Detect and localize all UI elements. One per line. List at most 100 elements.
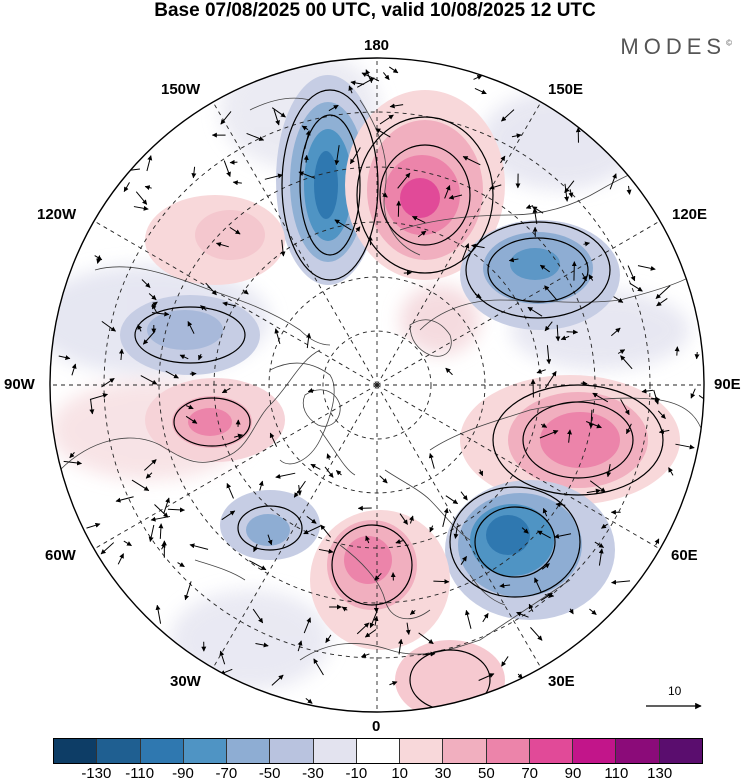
east-siberia-low xyxy=(460,220,620,330)
wind-arrow xyxy=(620,399,630,416)
wind-arrow xyxy=(553,533,572,539)
wind-arrow xyxy=(258,480,264,491)
wind-arrow xyxy=(205,282,217,296)
wind-arrow xyxy=(581,273,587,282)
wind-arrow xyxy=(531,206,544,214)
wind-arrow xyxy=(411,215,426,224)
colorbar-swatch xyxy=(616,739,660,763)
wind-arrow xyxy=(297,640,303,652)
wind-arrow xyxy=(221,387,231,394)
wind-arrow xyxy=(395,539,403,544)
colorbar-tick-label: 110 xyxy=(604,765,629,782)
wind-arrow xyxy=(365,535,370,544)
wind-arrow xyxy=(187,321,195,334)
wind-arrow xyxy=(461,243,470,260)
wind-arrow xyxy=(445,495,459,505)
wind-arrow xyxy=(568,189,574,198)
wind-arrow xyxy=(528,603,534,612)
coastlines xyxy=(59,97,704,661)
wind-arrow xyxy=(320,524,332,538)
colorbar-tick-label: 90 xyxy=(564,765,582,782)
wind-arrow xyxy=(222,301,237,307)
wind-arrow xyxy=(101,320,116,332)
wind-arrow xyxy=(474,293,482,299)
colorbar-swatch xyxy=(573,739,617,763)
wind-arrow xyxy=(253,543,258,553)
wind-arrow xyxy=(167,507,185,513)
wind-arrow xyxy=(200,305,207,311)
wind-arrow xyxy=(674,346,680,356)
wind-arrow xyxy=(232,180,242,186)
wind-arrow xyxy=(429,525,435,533)
wind-arrow xyxy=(606,464,612,478)
wind-arrow xyxy=(303,525,321,535)
wind-arrow xyxy=(530,627,543,641)
wind-arrow xyxy=(478,469,484,477)
wind-arrow xyxy=(555,502,566,508)
wind-arrow xyxy=(179,354,189,360)
wind-arrow xyxy=(275,472,296,479)
wind-arrow xyxy=(657,410,666,419)
lon-label-0: 0 xyxy=(372,718,381,735)
wind-arrow xyxy=(539,264,550,273)
wind-arrow xyxy=(177,562,185,568)
wind-arrow xyxy=(592,392,609,403)
wind-arrows xyxy=(58,66,704,704)
wind-arrow xyxy=(221,510,236,521)
wind-arrow xyxy=(89,399,95,415)
wind-arrow xyxy=(303,154,309,163)
wind-arrow xyxy=(448,194,463,200)
wind-arrow xyxy=(165,370,179,379)
wind-arrow xyxy=(267,534,273,546)
colorbar-tick-label: -90 xyxy=(172,765,194,782)
colorbar-swatch xyxy=(486,739,530,763)
wind-arrow xyxy=(123,540,132,547)
colorbar-swatch xyxy=(400,739,444,763)
wind-arrow xyxy=(534,577,542,593)
lon-label-150w: 150W xyxy=(161,81,201,98)
wind-arrow xyxy=(328,104,339,112)
wind-arrow xyxy=(140,375,158,385)
wind-arrow xyxy=(601,523,608,529)
wind-arrow xyxy=(620,355,633,370)
wind-arrow xyxy=(433,579,450,585)
wind-arrow xyxy=(151,311,170,317)
wind-arrow xyxy=(442,507,449,527)
wind-arrow xyxy=(141,279,151,288)
wind-arrow xyxy=(527,306,543,317)
wind-arrow xyxy=(361,72,380,82)
wind-arrow xyxy=(405,622,411,635)
lon-label-30w: 30W xyxy=(170,673,201,690)
wind-arrow xyxy=(360,652,370,658)
wind-arrow xyxy=(653,389,660,405)
wind-arrow xyxy=(611,579,631,585)
wind-arrow xyxy=(271,107,286,118)
wind-arrow xyxy=(115,496,134,503)
wind-arrow xyxy=(580,380,588,386)
wind-arrow xyxy=(324,466,334,478)
wind-arrow xyxy=(349,147,361,165)
wind-arrow xyxy=(318,548,334,554)
colorbar-tick-label: 130 xyxy=(647,765,673,782)
wind-arrow xyxy=(478,673,495,681)
wind-arrow xyxy=(675,443,695,450)
wind-arrow xyxy=(144,185,152,191)
pacific-highs xyxy=(145,195,285,285)
wind-arrow xyxy=(656,298,668,307)
wind-arrow xyxy=(249,560,267,571)
wind-arrow xyxy=(690,388,696,399)
wind-arrow xyxy=(389,681,398,686)
map-title: Base 07/08/2025 00 UTC, valid 10/08/2025… xyxy=(154,0,596,21)
wind-arrow xyxy=(382,72,390,81)
wind-arrow xyxy=(303,617,311,634)
wind-arrow xyxy=(544,321,553,332)
wind-arrow xyxy=(598,548,604,566)
wind-arrow xyxy=(310,463,321,470)
colorbar-swatch xyxy=(270,739,314,763)
wind-arrow xyxy=(555,324,561,342)
wind-arrow xyxy=(219,650,226,665)
colorbar-swatch xyxy=(97,739,141,763)
wind-arrow xyxy=(398,638,404,655)
wind-arrow xyxy=(544,285,558,301)
